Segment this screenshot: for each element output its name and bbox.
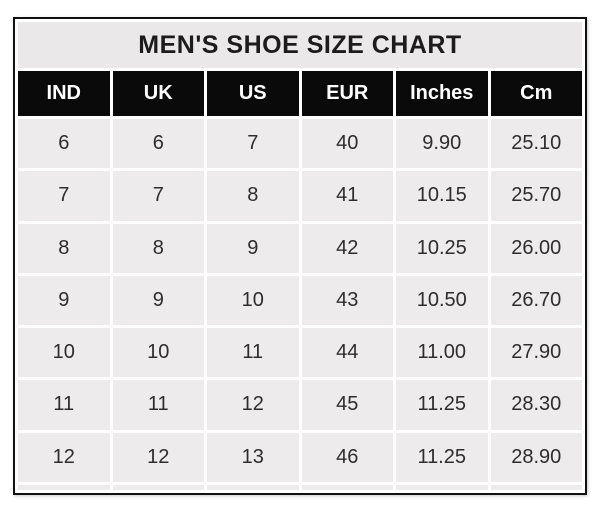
table-cell: 10 bbox=[18, 328, 110, 378]
table-row: 12 12 13 46 11.25 28.90 bbox=[18, 432, 582, 482]
table-cell: 6 bbox=[18, 119, 110, 169]
table-cell: 10.50 bbox=[396, 275, 488, 325]
column-header-uk: UK bbox=[112, 71, 204, 116]
table-cell: 11 bbox=[18, 380, 110, 430]
table-row: 7 7 8 41 10.15 25.70 bbox=[18, 171, 582, 221]
table-cell: 10 bbox=[207, 275, 299, 325]
column-header-ind: IND bbox=[18, 71, 110, 116]
table-cell: 9.90 bbox=[396, 119, 488, 169]
column-header-inches: Inches bbox=[396, 71, 488, 116]
table-cell: 26.00 bbox=[490, 223, 582, 273]
table-cell: 44 bbox=[301, 328, 393, 378]
table-cell: 11.25 bbox=[396, 432, 488, 482]
table-cell: 8 bbox=[207, 171, 299, 221]
table-cell: 11 bbox=[207, 328, 299, 378]
table-row: 9 9 10 43 10.50 26.70 bbox=[18, 275, 582, 325]
bottom-pad-cell bbox=[18, 484, 110, 490]
table-cell: 12 bbox=[112, 432, 204, 482]
table-cell: 28.90 bbox=[490, 432, 582, 482]
table-cell: 45 bbox=[301, 380, 393, 430]
table-cell: 11.25 bbox=[396, 380, 488, 430]
column-header-us: US bbox=[207, 71, 299, 116]
table-cell: 43 bbox=[301, 275, 393, 325]
table-title: MEN'S SHOE SIZE CHART bbox=[18, 22, 582, 68]
table-cell: 41 bbox=[301, 171, 393, 221]
table-cell: 6 bbox=[112, 119, 204, 169]
table-cell: 8 bbox=[112, 223, 204, 273]
shoe-size-chart-table: MEN'S SHOE SIZE CHART IND UK US EUR Inches Cm… bbox=[13, 17, 587, 495]
table-cell: 25.10 bbox=[490, 119, 582, 169]
table-cell: 9 bbox=[112, 275, 204, 325]
column-header-eur: EUR bbox=[301, 71, 393, 116]
table-cell: 9 bbox=[18, 275, 110, 325]
table-cell: 12 bbox=[207, 380, 299, 430]
table-cell: 9 bbox=[207, 223, 299, 273]
bottom-pad-row bbox=[18, 484, 582, 490]
table-body: 6 6 7 40 9.90 25.10 7 7 8 41 10.15 25.70 8 8 9 42 10.25 2… bbox=[18, 119, 582, 490]
table-cell: 7 bbox=[112, 171, 204, 221]
bottom-pad-cell bbox=[490, 484, 582, 490]
table-cell: 8 bbox=[18, 223, 110, 273]
bottom-pad-cell bbox=[301, 484, 393, 490]
header-row: IND UK US EUR Inches Cm bbox=[18, 71, 582, 116]
table-cell: 11.00 bbox=[396, 328, 488, 378]
table-row: 8 8 9 42 10.25 26.00 bbox=[18, 223, 582, 273]
table-row: 6 6 7 40 9.90 25.10 bbox=[18, 119, 582, 169]
table-cell: 12 bbox=[18, 432, 110, 482]
table-cell: 13 bbox=[207, 432, 299, 482]
table-cell: 7 bbox=[18, 171, 110, 221]
table-cell: 28.30 bbox=[490, 380, 582, 430]
bottom-pad-cell bbox=[207, 484, 299, 490]
bottom-pad-cell bbox=[396, 484, 488, 490]
table-cell: 26.70 bbox=[490, 275, 582, 325]
column-header-cm: Cm bbox=[490, 71, 582, 116]
table-cell: 7 bbox=[207, 119, 299, 169]
table-row: 10 10 11 44 11.00 27.90 bbox=[18, 328, 582, 378]
title-row: MEN'S SHOE SIZE CHART bbox=[18, 22, 582, 68]
table-cell: 40 bbox=[301, 119, 393, 169]
table-cell: 42 bbox=[301, 223, 393, 273]
table-cell: 11 bbox=[112, 380, 204, 430]
table-cell: 27.90 bbox=[490, 328, 582, 378]
table-head: MEN'S SHOE SIZE CHART IND UK US EUR Inches Cm bbox=[18, 22, 582, 116]
table-row: 11 11 12 45 11.25 28.30 bbox=[18, 380, 582, 430]
table-cell: 10.15 bbox=[396, 171, 488, 221]
bottom-pad-cell bbox=[112, 484, 204, 490]
table-cell: 10 bbox=[112, 328, 204, 378]
table-cell: 10.25 bbox=[396, 223, 488, 273]
table-cell: 25.70 bbox=[490, 171, 582, 221]
table-cell: 46 bbox=[301, 432, 393, 482]
